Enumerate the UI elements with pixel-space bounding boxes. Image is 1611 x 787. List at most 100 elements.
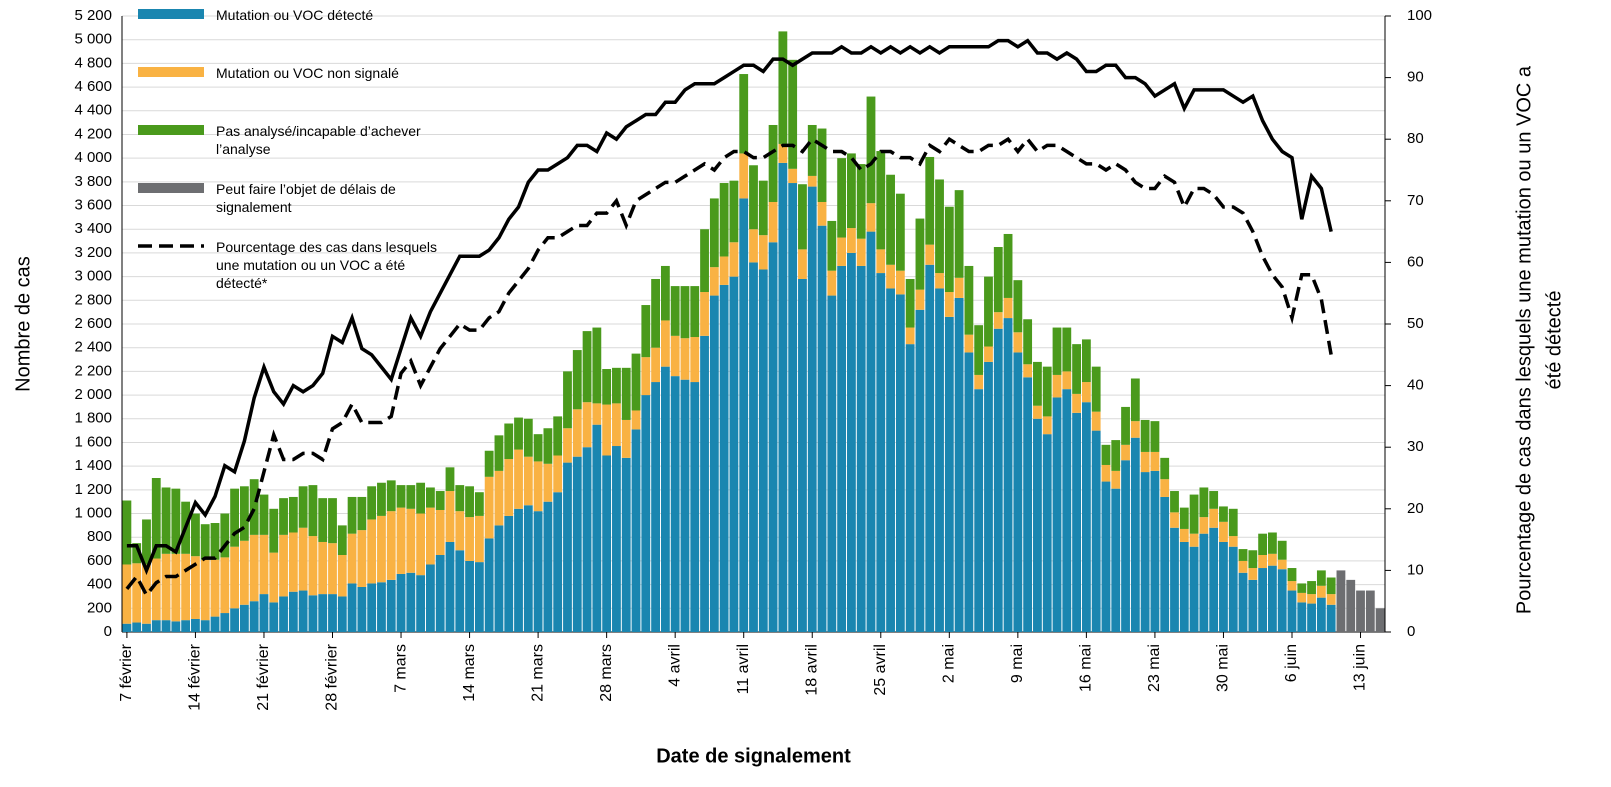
bar — [1013, 280, 1023, 333]
bar — [523, 456, 533, 506]
x-tick-label: 30 mai — [1215, 644, 1232, 692]
bar — [749, 165, 758, 230]
legend-label: Pas analysé/incapable d’achever l’analys… — [216, 123, 421, 157]
bar — [474, 562, 484, 632]
bar — [905, 278, 915, 328]
legend-swatch — [138, 9, 204, 19]
bar — [181, 620, 191, 632]
y2-tick-label: 20 — [1407, 500, 1424, 517]
bar — [1277, 540, 1287, 560]
bar — [514, 449, 523, 509]
bar — [1307, 603, 1316, 632]
bar — [602, 404, 612, 456]
y-tick-label: 3 600 — [74, 197, 112, 214]
y2-tick-label: 30 — [1407, 438, 1424, 455]
y-tick-label: 4 000 — [74, 149, 112, 166]
bar — [1228, 536, 1238, 547]
bar — [210, 559, 220, 617]
bar — [465, 560, 474, 632]
bar — [200, 559, 210, 621]
bar — [279, 498, 288, 535]
bar — [572, 409, 582, 457]
bar — [1248, 568, 1258, 580]
bar — [798, 184, 807, 250]
y-tick-label: 2 800 — [74, 291, 112, 308]
bar — [484, 538, 494, 632]
bar — [1316, 570, 1326, 586]
bar — [1179, 528, 1189, 542]
bar — [514, 508, 523, 632]
bar — [572, 350, 582, 410]
bar — [151, 478, 161, 559]
bar — [1003, 233, 1013, 298]
bar — [1189, 494, 1199, 534]
bar — [1219, 521, 1228, 542]
y-tick-label: 1 200 — [74, 481, 112, 498]
y2-tick-label: 50 — [1407, 315, 1424, 332]
y-tick-label: 400 — [87, 576, 112, 593]
bar — [1199, 517, 1209, 534]
bar — [142, 564, 151, 624]
bar — [1052, 397, 1062, 632]
bar — [1189, 533, 1199, 547]
bar — [827, 270, 837, 296]
bar — [484, 476, 494, 539]
bar — [1072, 344, 1081, 394]
x-tick-label: 11 avril — [735, 644, 752, 694]
bar — [1091, 411, 1101, 431]
y2-tick-label: 90 — [1407, 69, 1424, 86]
bar — [778, 143, 788, 163]
x-axis-title: Date de signalement — [656, 745, 851, 767]
x-tick-label: 7 février — [118, 643, 135, 701]
x-tick-label: 28 février — [324, 643, 341, 710]
bar — [680, 338, 690, 380]
bar — [817, 201, 827, 226]
bar — [660, 265, 670, 321]
bar — [191, 618, 200, 632]
bar — [308, 485, 318, 537]
bar — [279, 596, 288, 632]
bar — [523, 505, 533, 632]
bar — [758, 180, 768, 236]
bar — [651, 347, 660, 383]
x-tick-label: 2 mai — [941, 644, 958, 683]
bar — [612, 446, 621, 632]
bar — [328, 594, 337, 632]
bar — [239, 604, 249, 632]
y2-tick-label: 60 — [1407, 253, 1424, 270]
bar — [749, 262, 758, 632]
bar — [249, 479, 259, 535]
y-tick-label: 2 400 — [74, 339, 112, 356]
bar — [151, 558, 161, 621]
bar — [1150, 470, 1160, 632]
bar — [1238, 549, 1248, 561]
bar — [1121, 406, 1130, 445]
bar — [445, 467, 455, 492]
y2-axis-title: été détecté — [1543, 291, 1565, 390]
bar — [1101, 464, 1111, 482]
bar — [1130, 421, 1140, 438]
y2-tick-label: 70 — [1407, 192, 1424, 209]
bar — [984, 346, 993, 362]
bar — [474, 492, 484, 516]
bar — [494, 525, 504, 632]
y-tick-label: 5 200 — [74, 7, 112, 24]
bar — [337, 596, 347, 632]
bar — [954, 277, 964, 298]
bar — [426, 507, 435, 565]
bar — [1081, 402, 1091, 632]
bar — [298, 590, 308, 632]
bar — [651, 278, 660, 348]
bar — [1140, 451, 1150, 473]
bar — [474, 515, 484, 563]
bar — [1258, 533, 1268, 555]
bar — [866, 231, 876, 632]
bar — [1033, 418, 1042, 632]
bar — [1052, 374, 1062, 398]
bar — [925, 264, 935, 632]
x-tick-label: 28 mars — [598, 644, 615, 702]
bar — [925, 244, 935, 265]
bar — [895, 294, 905, 632]
bar — [807, 124, 817, 176]
bar — [308, 536, 318, 596]
